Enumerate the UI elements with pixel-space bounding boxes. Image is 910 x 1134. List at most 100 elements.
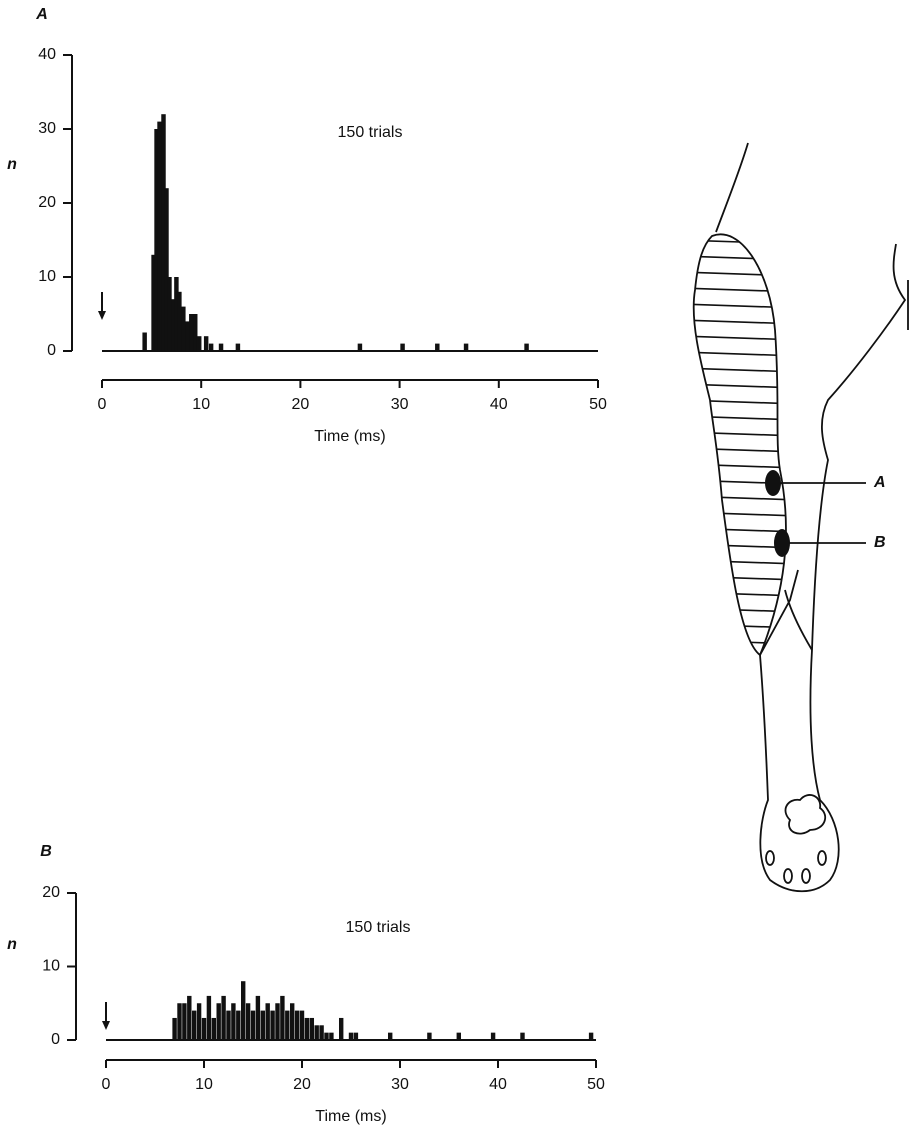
x-tick-label: 50	[589, 396, 607, 413]
annotation: 150 trials	[338, 124, 403, 141]
hatch-line	[680, 656, 800, 660]
bar	[164, 188, 169, 351]
bar	[189, 314, 194, 351]
bar	[245, 1003, 251, 1040]
bar	[588, 1032, 594, 1040]
hatch-line	[693, 559, 786, 565]
hatch-line	[693, 335, 786, 341]
bar	[309, 1017, 315, 1040]
bar	[299, 1010, 305, 1040]
x-tick-label: 30	[391, 396, 409, 413]
bar	[151, 254, 156, 351]
hatch-line	[693, 319, 786, 325]
bar	[240, 981, 246, 1040]
limb-outline	[715, 142, 749, 233]
site-label: B	[874, 534, 886, 551]
bar	[231, 1003, 236, 1040]
hatch-line	[693, 591, 786, 597]
bar	[255, 995, 261, 1040]
x-tick-label: 20	[292, 396, 310, 413]
bar	[490, 1032, 496, 1040]
bar	[181, 306, 186, 351]
bar	[187, 995, 192, 1040]
hatch-line	[693, 367, 786, 373]
hatching	[680, 239, 800, 660]
y-tick-label: 0	[51, 1031, 60, 1048]
toe-pad	[801, 868, 811, 884]
x-tick-label: 10	[195, 1076, 213, 1093]
bar	[280, 995, 285, 1040]
limb-diagram: A B	[680, 142, 909, 893]
hatch-line	[693, 383, 786, 389]
bar	[208, 343, 214, 351]
toe-pad	[765, 850, 775, 866]
limb-outline	[759, 569, 813, 656]
bar	[191, 1010, 197, 1040]
x-tick-label: 0	[98, 396, 107, 413]
bar	[154, 129, 159, 351]
bar	[304, 1017, 310, 1040]
y-tick-label: 0	[47, 342, 56, 359]
x-tick-label: 10	[192, 396, 210, 413]
bar	[177, 1003, 182, 1040]
x-tick-label: 40	[490, 396, 508, 413]
bar	[324, 1032, 329, 1040]
bar	[338, 1017, 344, 1040]
bar	[250, 1010, 256, 1040]
bar	[193, 314, 198, 351]
bar	[182, 1003, 187, 1040]
toe-pad	[783, 868, 793, 884]
y-axis-label: n	[7, 936, 17, 953]
bar	[348, 1032, 354, 1040]
hatch-line	[693, 399, 786, 405]
bar	[520, 1032, 525, 1040]
site-label: A	[873, 474, 886, 491]
bar	[172, 1017, 177, 1040]
bar	[161, 114, 166, 351]
bar	[177, 291, 182, 351]
bar	[456, 1032, 462, 1040]
hatch-line	[693, 287, 786, 293]
x-tick-label: 20	[293, 1076, 311, 1093]
bar	[289, 1003, 295, 1040]
bar	[463, 343, 469, 351]
bar	[236, 1010, 241, 1040]
bar	[142, 332, 147, 351]
bar	[265, 1003, 270, 1040]
x-tick-label: 50	[587, 1076, 605, 1093]
annotation: 150 trials	[346, 919, 411, 936]
y-tick-label: 10	[38, 268, 56, 285]
hatch-line	[693, 303, 786, 309]
bar	[387, 1032, 393, 1040]
y-tick-label: 30	[38, 120, 56, 137]
site-b	[774, 529, 790, 557]
bar	[435, 343, 440, 351]
hatch-line	[693, 255, 786, 261]
receptive-field	[692, 233, 787, 657]
bar	[174, 277, 179, 351]
y-tick-label: 40	[38, 46, 56, 63]
bar	[167, 277, 172, 351]
x-tick-label: 30	[391, 1076, 409, 1093]
x-axis-label: Time (ms)	[314, 428, 385, 445]
bar	[275, 1003, 280, 1040]
bar	[216, 1003, 221, 1040]
y-tick-label: 20	[38, 194, 56, 211]
hatch-line	[693, 351, 786, 357]
hatch-line	[693, 447, 786, 453]
bar	[221, 995, 226, 1040]
hatch-line	[693, 623, 786, 629]
bar	[218, 343, 224, 351]
bar	[171, 299, 176, 351]
bar	[400, 343, 405, 351]
bar	[196, 336, 202, 351]
hatch-line	[693, 639, 786, 645]
y-tick-label: 20	[42, 884, 60, 901]
bar	[294, 1010, 300, 1040]
bar	[319, 1025, 324, 1040]
bar	[285, 1010, 290, 1040]
bar	[329, 1032, 334, 1040]
bar	[314, 1025, 319, 1040]
bar	[353, 1032, 359, 1040]
